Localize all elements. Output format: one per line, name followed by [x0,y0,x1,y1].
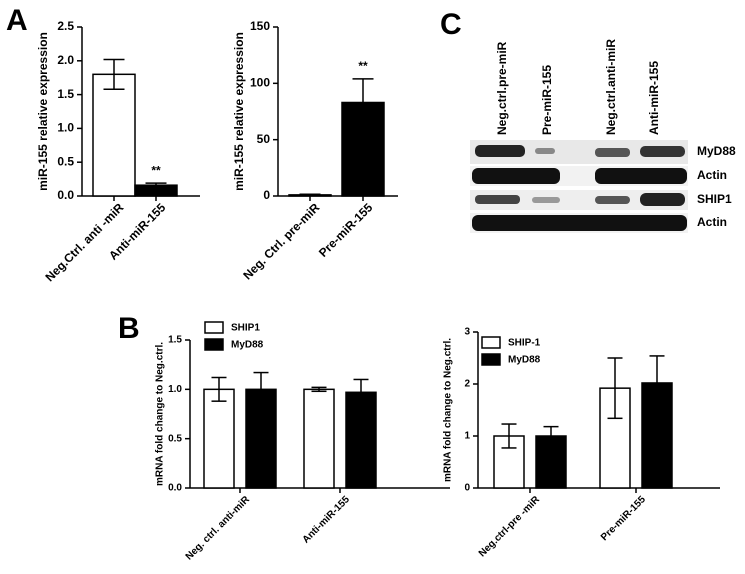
y-tick-label: 0.0 [57,188,74,202]
bar [345,391,377,489]
significance-label: ** [358,59,368,73]
y-axis-label: mRNA fold change to Neg.ctrl. [443,338,454,482]
blot-band [472,215,687,231]
error-bar [103,58,125,90]
legend-label: MyD88 [508,355,541,366]
error-bar [543,425,559,447]
y-tick-label: 3 [464,327,470,338]
y-tick-label: 2.5 [57,19,74,33]
significance-label: ** [151,163,161,177]
blot-band [535,148,555,154]
blot-band [595,148,630,157]
y-tick-label: 0.0 [168,483,182,494]
error-bar [501,423,517,449]
blot-band [640,146,685,157]
blot-band [595,196,630,204]
lane-label: Anti-miR-155 [647,61,661,135]
y-tick-label: 150 [250,19,270,33]
error-bar [607,357,623,420]
blot-band [475,145,525,157]
bar [203,388,235,489]
y-tick-label: 0.5 [168,433,182,444]
legend-label: SHIP1 [231,323,260,334]
y-tick-label: 2.0 [57,53,74,67]
legend-swatch [481,353,501,366]
panel-label: C [440,8,462,41]
y-axis-label: mRNA fold change to Neg.ctrl. [155,342,166,486]
legend-swatch [481,336,501,349]
blot-band [472,168,560,184]
error-bar [311,386,327,393]
y-tick-label: 0 [263,188,270,202]
bar [493,435,525,489]
error-bar [253,371,269,407]
legend-swatch [204,321,224,334]
error-bar [353,378,369,406]
y-tick-label: 0.5 [57,154,74,168]
y-tick-label: 1.0 [168,384,182,395]
x-tick-label: Anti-miR-155 [301,494,353,546]
y-tick-label: 1.5 [57,87,74,101]
lane-label: Neg.ctrl.anti-miR [604,39,618,135]
x-tick-label: Neg. ctrl. anti-miR [184,494,253,563]
legend-label: MyD88 [231,340,264,351]
blot-band [532,197,560,203]
row-label: Actin [697,215,727,229]
y-tick-label: 1 [464,431,470,442]
y-tick-label: 100 [250,76,270,90]
x-tick-label: Pre-miR-155 [316,200,376,260]
panel-label: B [118,312,140,345]
error-bar [352,78,374,127]
y-axis-label: miR-155 relative expression [36,32,50,191]
y-axis-label: miR-155 relative expression [232,32,246,191]
y-tick-label: 1.5 [168,335,182,346]
y-tick-label: 2 [464,379,470,390]
legend-label: SHIP-1 [508,338,541,349]
row-label: Actin [697,168,727,182]
lane-label: Pre-miR-155 [540,65,554,135]
x-tick-label: Neg.Ctrl. anti -miR [42,200,126,284]
x-tick-label: Pre-miR-155 [599,494,648,543]
blot-strip [470,190,688,210]
row-label: SHIP1 [697,192,732,206]
y-tick-label: 0 [464,483,470,494]
bar [303,388,335,489]
western-blot [470,140,688,233]
y-tick-label: 50 [257,132,271,146]
lane-label: Neg.ctrl.pre-miR [495,41,509,135]
legend-swatch [204,338,224,351]
y-tick-label: 1.0 [57,121,74,135]
error-bar [299,193,321,197]
error-bar [649,355,665,411]
error-bar [145,182,167,188]
bar [92,73,136,197]
error-bar [211,376,227,402]
x-tick-label: Neg.ctrl-pre -miR [477,494,543,560]
panel-label: A [6,4,28,37]
blot-band [640,193,685,206]
blot-band [475,195,520,204]
blot-band [595,168,687,184]
row-label: MyD88 [697,144,736,158]
x-tick-label: Neg. Ctrl. pre-miR [240,200,322,282]
